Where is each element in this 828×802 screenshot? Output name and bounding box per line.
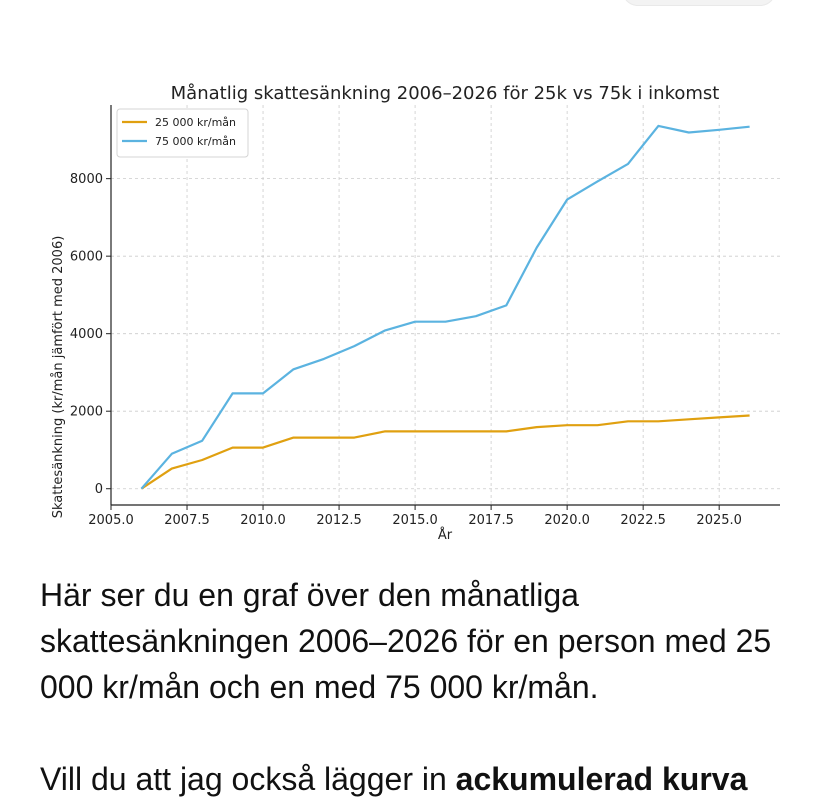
legend-label: 75 000 kr/mån: [155, 135, 236, 148]
legend: 25 000 kr/mån 75 000 kr/mån: [116, 108, 249, 158]
message-question: Vill du att jag också lägger in: [40, 761, 456, 797]
x-tick-label: 2022.5: [620, 513, 666, 528]
y-tick-label: 6000: [70, 250, 103, 265]
grid: [110, 105, 780, 505]
series-line: [140, 124, 750, 490]
axes: [110, 105, 780, 506]
message-bold-term: ackumulerad kurva: [455, 761, 748, 797]
x-tick-label: 2010.0: [240, 513, 286, 528]
y-tick-label: 0: [95, 482, 103, 497]
x-tick-label: 2007.5: [164, 513, 210, 528]
chart-image: 2005.0 2007.5 2010.0 2012.5 2015.0 2017.5 2020…: [0, 72, 828, 552]
x-tick-label: 2020.0: [544, 513, 590, 528]
y-tick-label: 4000: [70, 327, 103, 342]
series: [140, 124, 750, 490]
x-tick-label: 2012.5: [316, 513, 362, 528]
x-tick-label: 2015.0: [392, 513, 438, 528]
series-line: [140, 414, 750, 490]
x-axis-label: År: [438, 527, 453, 543]
legend-label: 25 000 kr/mån: [155, 116, 236, 129]
chart-title: Månatlig skattesänkning 2006–2026 för 25…: [171, 83, 720, 104]
assistant-message: Här ser du en graf över den månatliga sk…: [40, 572, 810, 802]
x-tick-label: 2025.0: [696, 513, 742, 528]
y-tick-label: 2000: [70, 405, 103, 420]
top-action-pill[interactable]: [622, 0, 776, 6]
x-tick-label: 2017.5: [468, 513, 514, 528]
message-paragraph: Här ser du en graf över den månatliga sk…: [40, 577, 772, 705]
x-tick-label: 2005.0: [88, 513, 134, 528]
message-paragraph-followup: Vill du att jag också lägger in ackumule…: [40, 756, 810, 802]
line-chart: 2005.0 2007.5 2010.0 2012.5 2015.0 2017.5 2020…: [51, 83, 780, 543]
y-axis-label: Skattesänkning (kr/mån jämfört med 2006): [51, 236, 66, 519]
legend-box: [116, 108, 249, 158]
y-tick-label: 8000: [70, 172, 103, 187]
ticks: 2005.0 2007.5 2010.0 2012.5 2015.0 2017.5 2020…: [70, 172, 742, 528]
